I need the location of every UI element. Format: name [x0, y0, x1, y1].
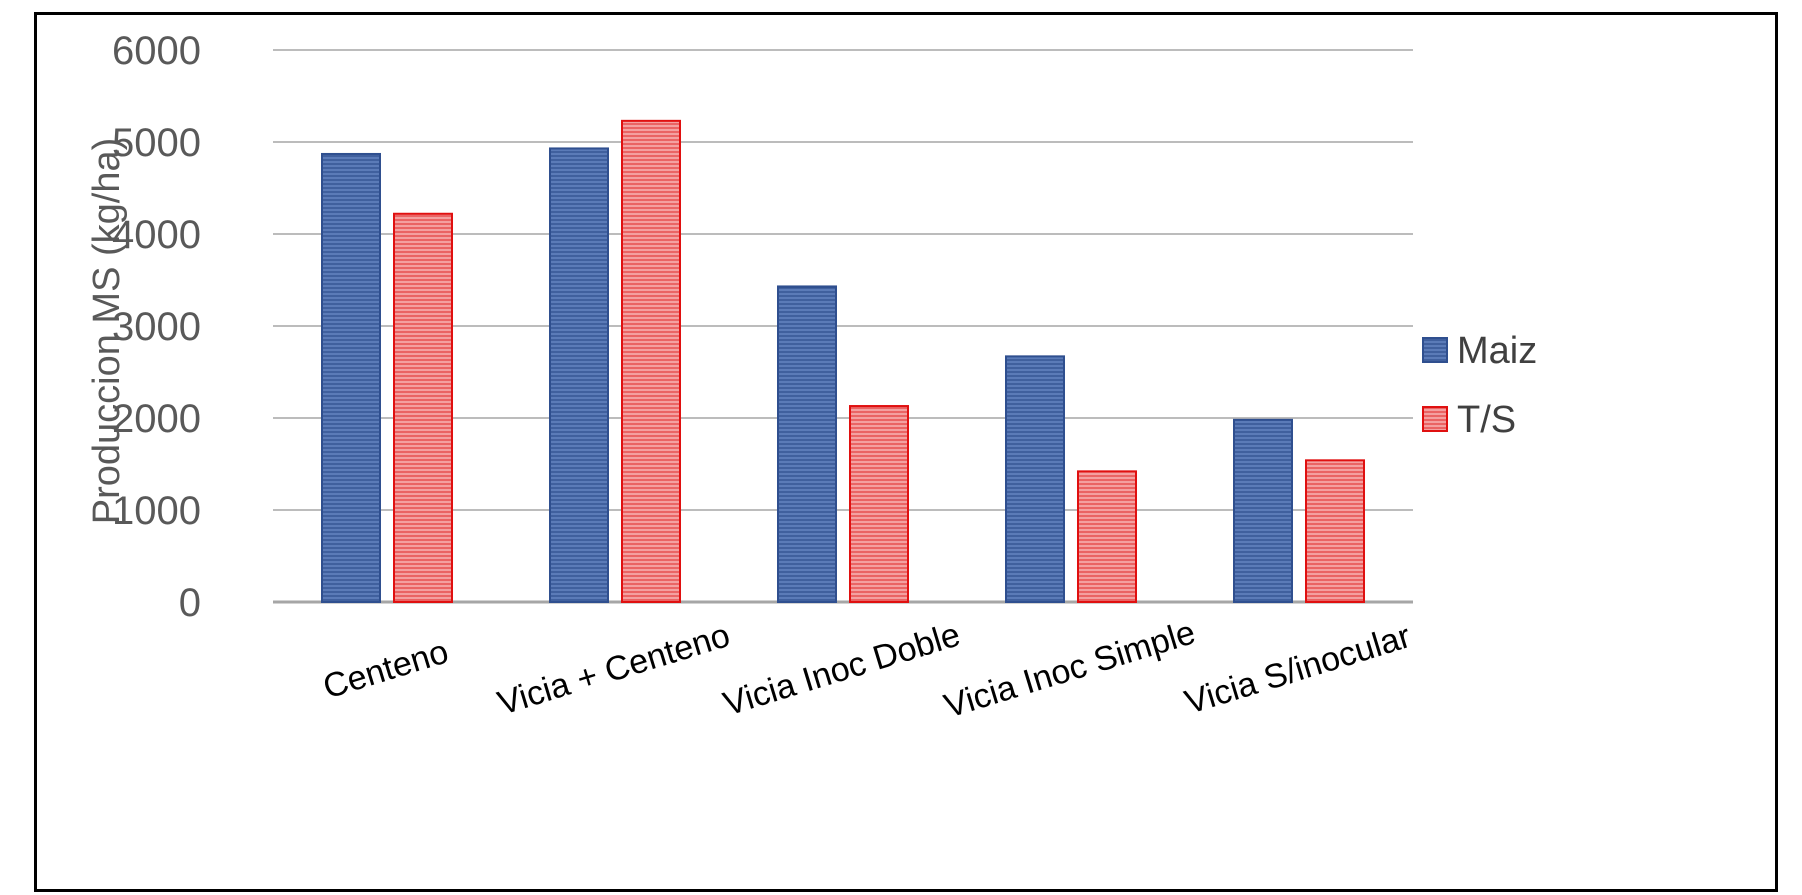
bar-maiz: [1005, 355, 1065, 603]
y-tick-label: 1000: [112, 489, 201, 533]
y-tick-label: 6000: [112, 29, 201, 73]
y-tick-label: 5000: [112, 121, 201, 165]
x-category-label: Vicia S/inocular: [1180, 617, 1415, 722]
bar-maiz: [1233, 418, 1293, 603]
x-category-label: Centeno: [319, 633, 453, 707]
bar-maiz: [549, 147, 609, 603]
bar-maiz: [777, 285, 837, 603]
y-axis-ticks: 0 1000 2000 3000 4000 5000 6000: [112, 29, 201, 625]
bar-ts: [1077, 470, 1137, 603]
legend-swatch-maiz: [1422, 337, 1448, 363]
bar-ts: [393, 212, 453, 603]
y-tick-label: 2000: [112, 397, 201, 441]
y-tick-label: 4000: [112, 213, 201, 257]
chart-frame: 0 1000 2000 3000 4000 5000 6000 Centeno Vicia +…: [34, 12, 1778, 892]
x-category-label: Vicia Inoc Simple: [940, 613, 1200, 725]
y-tick-label: 0: [179, 581, 201, 625]
bar-ts: [1305, 459, 1365, 603]
bars: [321, 119, 1365, 604]
bar-ts: [849, 405, 909, 604]
bar-ts: [621, 119, 681, 603]
y-tick-label: 3000: [112, 305, 201, 349]
y-axis-title: Produccion MS (kg/ha): [86, 138, 128, 525]
legend: Maiz T/S: [1422, 330, 1537, 441]
x-category-label: Vicia Inoc Doble: [719, 615, 964, 723]
legend-swatch-ts: [1422, 406, 1448, 432]
bar-chart: 0 1000 2000 3000 4000 5000 6000 Centeno Vicia +…: [86, 29, 1537, 726]
bar-maiz: [321, 152, 381, 604]
x-category-label: Vicia + Centeno: [493, 616, 734, 723]
legend-label: Maiz: [1457, 330, 1537, 372]
legend-label: T/S: [1457, 399, 1516, 441]
gridlines: [273, 49, 1413, 604]
